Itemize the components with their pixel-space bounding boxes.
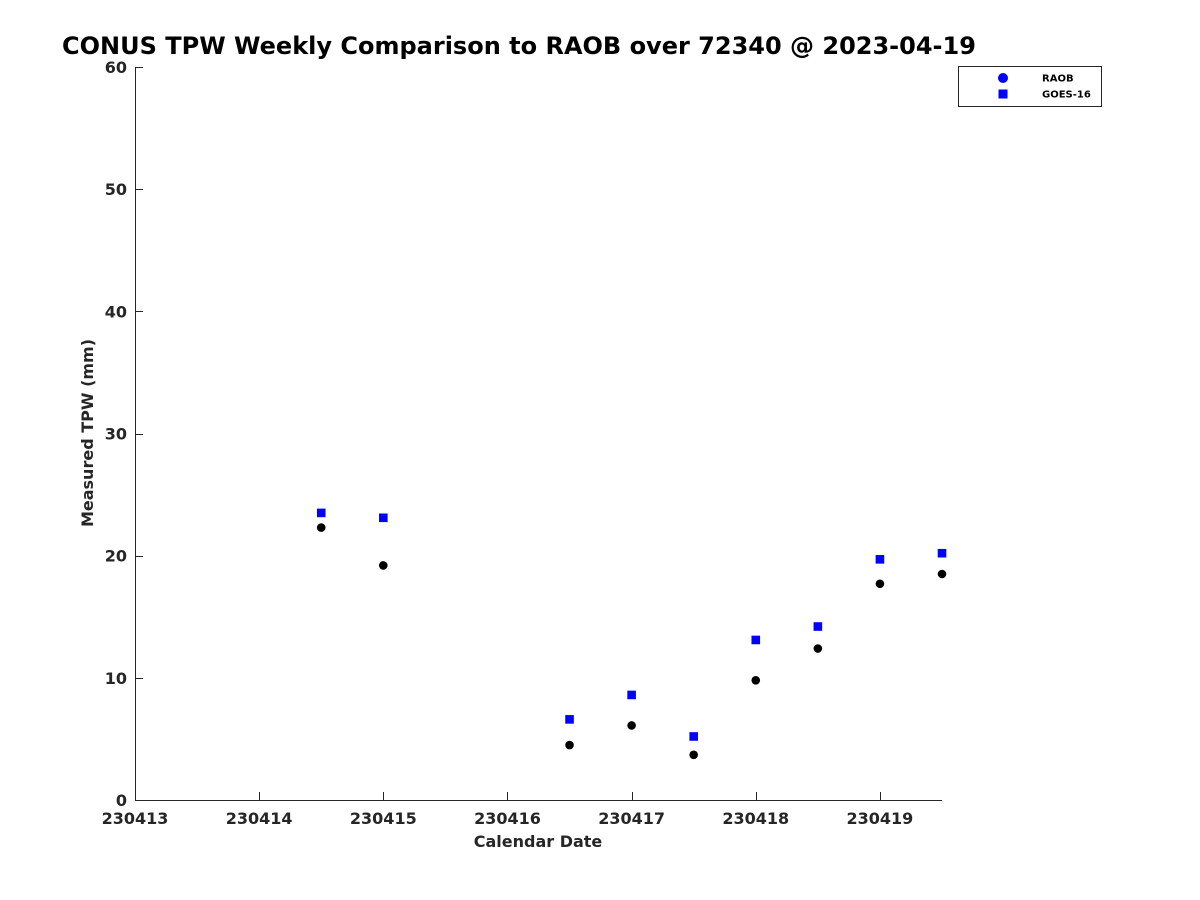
raob-point [565,740,574,750]
x-tick-label: 230413 [102,809,169,828]
x-tick-label: 230414 [226,809,293,828]
raob-point [379,561,388,570]
goes-16-point [316,508,326,518]
y-axis-label: Measured TPW (mm) [78,339,97,527]
y-axis-ticks: 0 10 20 30 40 50 60 [105,58,143,810]
legend-label-raob: RAOB [1042,74,1074,85]
raob-point [627,721,636,730]
goes-16-point [565,715,574,724]
goes-16-point [813,622,823,631]
raob-point [937,569,947,579]
y-tick-label: 60 [105,58,127,77]
x-axis-ticks: 230413 230414 230415 230416 230417 230418 2304… [102,792,914,828]
goes-16-point [379,513,388,523]
x-tick-label: 230415 [350,809,417,828]
legend-marker-raob [998,73,1008,83]
series-goes-16 [316,508,947,741]
raob-point [316,523,326,532]
x-tick-label: 230419 [847,809,914,828]
goes-16-point [689,732,698,741]
y-tick-label: 0 [116,791,127,810]
raob-point [813,644,823,653]
legend-box [958,66,1102,107]
chart-title: CONUS TPW Weekly Comparison to RAOB over… [62,32,976,60]
raob-point [751,675,761,685]
y-tick-label: 40 [105,302,127,321]
y-tick-label: 10 [105,669,127,688]
x-tick-label: 230417 [598,809,665,828]
y-tick-label: 20 [105,547,127,566]
raob-point [689,750,698,760]
goes-16-point [627,690,636,700]
y-tick-label: 50 [105,180,127,199]
goes-16-point [751,635,761,645]
raob-point [875,579,885,589]
goes-16-point [875,555,885,564]
legend-entry-raob: RAOB [998,73,1074,85]
x-tick-label: 230416 [474,809,541,828]
y-tick-label: 30 [105,425,127,444]
x-axis-label: Calendar Date [474,832,603,851]
series-raob [316,523,947,760]
legend: RAOB GOES-16 [958,66,1102,107]
legend-entry-goes-16: GOES-16 [998,89,1091,101]
x-tick-label: 230418 [722,809,789,828]
series-layer [316,508,947,760]
legend-label-goes-16: GOES-16 [1042,90,1091,101]
goes-16-point [937,548,947,558]
legend-marker-goes-16 [998,89,1008,99]
legend-entries: RAOB GOES-16 [998,73,1091,101]
